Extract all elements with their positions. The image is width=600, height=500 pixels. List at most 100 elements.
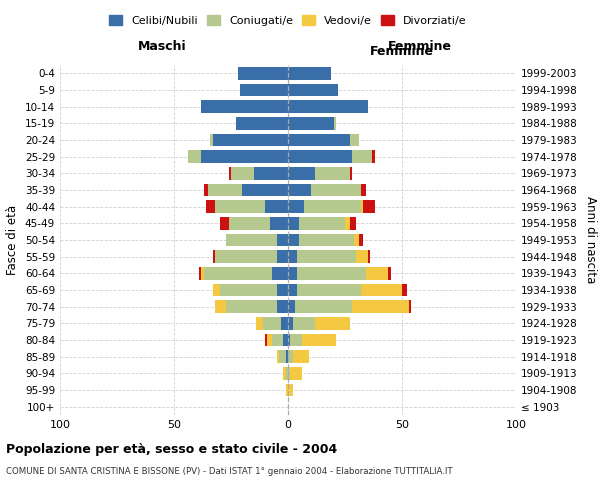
- Bar: [311, 184, 361, 196]
- Bar: [288, 200, 304, 213]
- Bar: [290, 334, 302, 346]
- Bar: [288, 250, 297, 263]
- Bar: [277, 250, 288, 263]
- Bar: [226, 300, 277, 313]
- Legend: Celibi/Nubili, Coniugati/e, Vedovi/e, Divorziati/e: Celibi/Nubili, Coniugati/e, Vedovi/e, Di…: [105, 10, 471, 30]
- Y-axis label: Fasce di età: Fasce di età: [7, 205, 19, 275]
- Bar: [297, 284, 361, 296]
- Bar: [215, 300, 226, 313]
- Bar: [356, 250, 368, 263]
- Y-axis label: Anni di nascita: Anni di nascita: [584, 196, 597, 284]
- Bar: [283, 334, 288, 346]
- Bar: [206, 200, 215, 213]
- Bar: [361, 184, 365, 196]
- Bar: [270, 217, 288, 230]
- Bar: [265, 334, 268, 346]
- Bar: [242, 184, 288, 196]
- Bar: [288, 184, 311, 196]
- Bar: [350, 217, 356, 230]
- Bar: [277, 284, 288, 296]
- Bar: [288, 317, 293, 330]
- Bar: [277, 300, 288, 313]
- Bar: [297, 267, 365, 280]
- Bar: [254, 167, 288, 179]
- Bar: [288, 167, 316, 179]
- Bar: [288, 267, 297, 280]
- Bar: [208, 184, 242, 196]
- Bar: [199, 267, 202, 280]
- Bar: [226, 234, 277, 246]
- Bar: [288, 100, 368, 113]
- Bar: [288, 284, 297, 296]
- Bar: [279, 350, 286, 363]
- Bar: [213, 284, 220, 296]
- Bar: [203, 184, 208, 196]
- Bar: [277, 350, 279, 363]
- Bar: [354, 234, 359, 246]
- Bar: [288, 67, 331, 80]
- Bar: [293, 317, 316, 330]
- Text: Femmine: Femmine: [370, 45, 434, 58]
- Bar: [229, 167, 231, 179]
- Bar: [188, 150, 202, 163]
- Bar: [288, 334, 290, 346]
- Bar: [299, 234, 354, 246]
- Bar: [288, 84, 338, 96]
- Bar: [288, 150, 352, 163]
- Text: Femmine: Femmine: [388, 40, 452, 52]
- Bar: [213, 250, 215, 263]
- Bar: [215, 250, 277, 263]
- Text: Popolazione per età, sesso e stato civile - 2004: Popolazione per età, sesso e stato civil…: [6, 442, 337, 456]
- Bar: [202, 267, 203, 280]
- Bar: [316, 317, 350, 330]
- Bar: [373, 150, 374, 163]
- Bar: [263, 317, 281, 330]
- Bar: [304, 200, 361, 213]
- Bar: [229, 217, 270, 230]
- Bar: [277, 234, 288, 246]
- Bar: [288, 217, 299, 230]
- Bar: [213, 134, 288, 146]
- Bar: [240, 84, 288, 96]
- Bar: [345, 217, 350, 230]
- Bar: [361, 200, 363, 213]
- Bar: [268, 334, 272, 346]
- Bar: [388, 267, 391, 280]
- Bar: [286, 350, 288, 363]
- Bar: [363, 200, 374, 213]
- Bar: [283, 367, 286, 380]
- Bar: [256, 317, 263, 330]
- Bar: [286, 384, 288, 396]
- Bar: [215, 200, 265, 213]
- Bar: [290, 367, 302, 380]
- Bar: [359, 234, 363, 246]
- Bar: [302, 334, 336, 346]
- Bar: [238, 67, 288, 80]
- Bar: [288, 384, 293, 396]
- Text: COMUNE DI SANTA CRISTINA E BISSONE (PV) - Dati ISTAT 1° gennaio 2004 - Elaborazi: COMUNE DI SANTA CRISTINA E BISSONE (PV) …: [6, 468, 452, 476]
- Bar: [265, 200, 288, 213]
- Bar: [288, 134, 350, 146]
- Bar: [316, 167, 350, 179]
- Bar: [220, 217, 229, 230]
- Bar: [352, 300, 409, 313]
- Bar: [281, 317, 288, 330]
- Bar: [299, 217, 345, 230]
- Bar: [368, 250, 370, 263]
- Bar: [202, 100, 288, 113]
- Text: Maschi: Maschi: [137, 40, 187, 52]
- Bar: [402, 284, 407, 296]
- Bar: [288, 350, 293, 363]
- Bar: [288, 117, 334, 130]
- Bar: [288, 367, 290, 380]
- Bar: [350, 167, 352, 179]
- Bar: [293, 350, 308, 363]
- Bar: [297, 250, 356, 263]
- Bar: [295, 300, 352, 313]
- Bar: [236, 117, 288, 130]
- Bar: [211, 134, 213, 146]
- Bar: [352, 150, 373, 163]
- Bar: [288, 234, 299, 246]
- Bar: [231, 167, 254, 179]
- Bar: [409, 300, 411, 313]
